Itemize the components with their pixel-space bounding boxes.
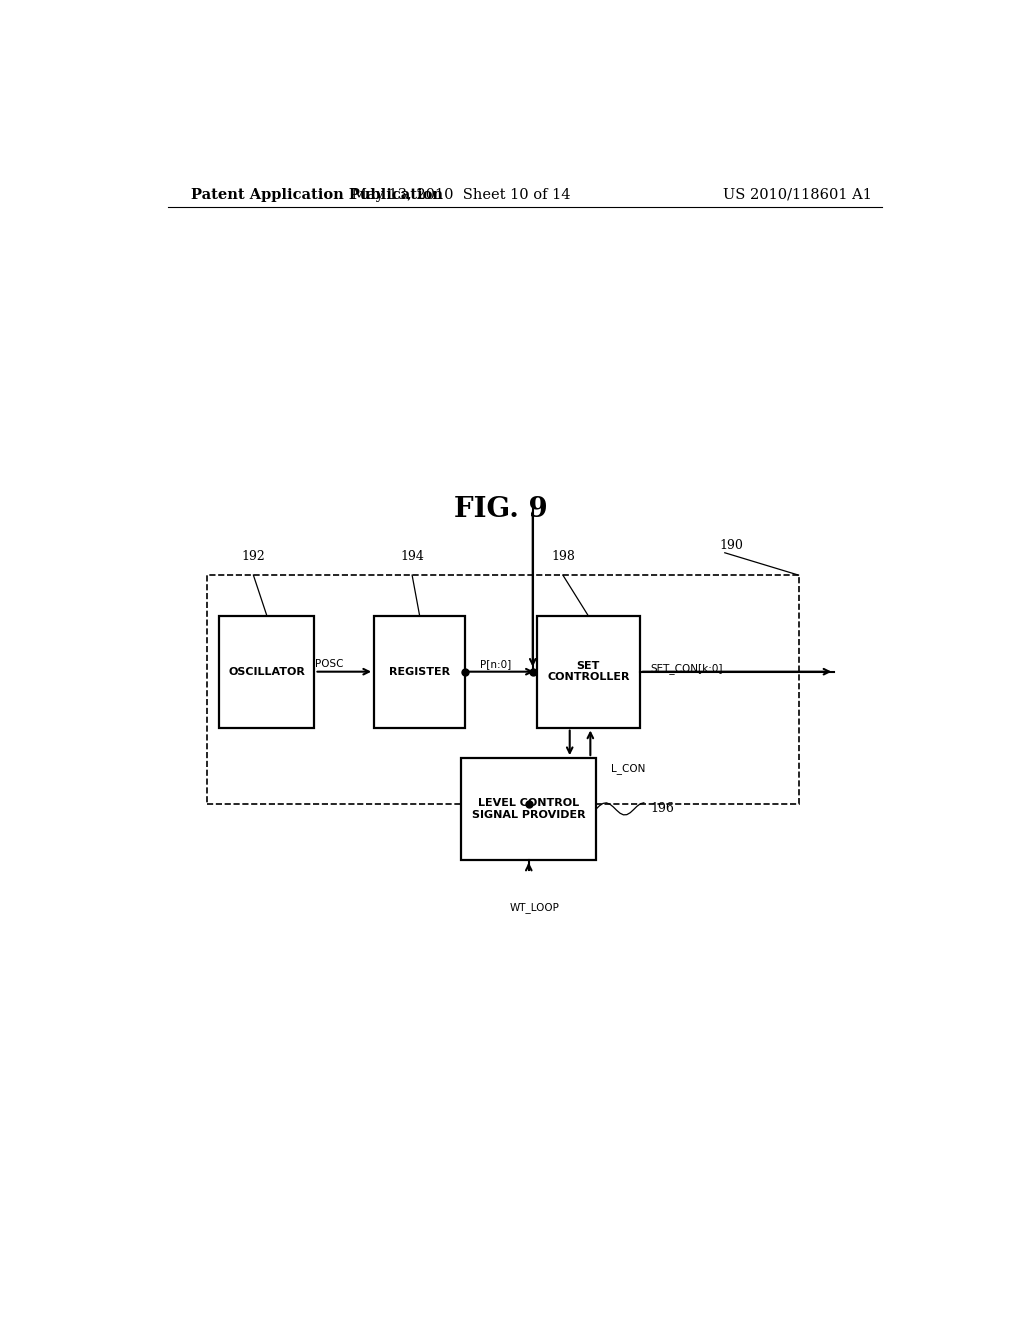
Text: OSCILLATOR: OSCILLATOR bbox=[228, 667, 305, 677]
Text: 192: 192 bbox=[242, 550, 265, 562]
Text: 198: 198 bbox=[551, 550, 574, 562]
Text: 194: 194 bbox=[400, 550, 424, 562]
Text: LEVEL CONTROL
SIGNAL PROVIDER: LEVEL CONTROL SIGNAL PROVIDER bbox=[472, 799, 586, 820]
Text: May 13, 2010  Sheet 10 of 14: May 13, 2010 Sheet 10 of 14 bbox=[352, 187, 570, 202]
Text: WT_LOOP: WT_LOOP bbox=[509, 903, 559, 913]
Bar bbox=[219, 615, 314, 727]
Text: US 2010/118601 A1: US 2010/118601 A1 bbox=[723, 187, 872, 202]
Bar bbox=[461, 758, 596, 859]
Text: 190: 190 bbox=[719, 539, 743, 552]
Text: 196: 196 bbox=[650, 803, 674, 816]
Text: POSC: POSC bbox=[315, 659, 344, 669]
Bar bbox=[537, 615, 640, 727]
Text: SET_CON[k:0]: SET_CON[k:0] bbox=[650, 663, 723, 675]
Text: L_CON: L_CON bbox=[610, 763, 645, 774]
Text: SET
CONTROLLER: SET CONTROLLER bbox=[547, 661, 630, 682]
Text: Patent Application Publication: Patent Application Publication bbox=[191, 187, 443, 202]
Bar bbox=[374, 615, 465, 727]
Text: P[n:0]: P[n:0] bbox=[480, 659, 511, 669]
Text: REGISTER: REGISTER bbox=[389, 667, 451, 677]
Text: FIG. 9: FIG. 9 bbox=[454, 495, 548, 523]
Bar bbox=[207, 576, 799, 804]
